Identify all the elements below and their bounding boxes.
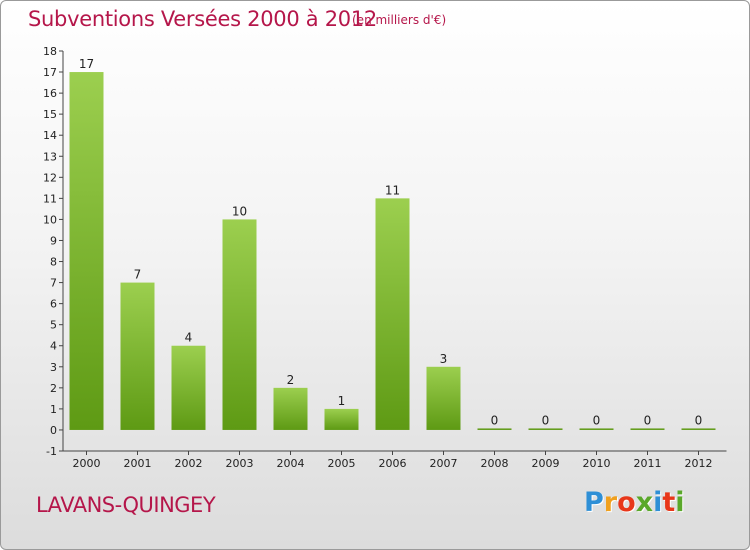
y-tick-label: 2 — [50, 382, 57, 395]
chart-title: Subventions Versées 2000 à 2012 — [28, 7, 377, 31]
x-tick-label-2010: 2010 — [583, 457, 611, 470]
brand-letter: r — [603, 487, 618, 518]
bars — [69, 72, 716, 430]
brand-letter: i — [675, 487, 685, 518]
y-tick-label: 9 — [50, 234, 57, 247]
brand-letter: x — [635, 487, 654, 518]
chart-subtitle: (en milliers d'€) — [352, 13, 447, 27]
data-label-2003: 10 — [232, 204, 247, 218]
y-tick-label: -1 — [46, 445, 57, 458]
y-tick-label: 0 — [50, 424, 57, 437]
x-tick-label-2000: 2000 — [73, 457, 101, 470]
bar-2007 — [426, 366, 461, 430]
y-tick-label: 14 — [43, 129, 57, 142]
y-tick-label: 7 — [50, 277, 57, 290]
y-tick-label: 15 — [43, 108, 57, 121]
brand-letter: o — [617, 487, 636, 518]
data-label-2004: 2 — [287, 373, 295, 387]
x-tick-label-2008: 2008 — [481, 457, 509, 470]
data-label-2000: 17 — [79, 57, 94, 71]
brand-logo: Proxiti — [584, 487, 685, 518]
y-tick-label: 18 — [43, 45, 57, 58]
data-label-2001: 7 — [134, 268, 142, 282]
y-tick-label: 6 — [50, 298, 57, 311]
y-tick-label: 10 — [43, 213, 57, 226]
x-tick-label-2004: 2004 — [277, 457, 305, 470]
y-tick-label: 1 — [50, 403, 57, 416]
bar-2003 — [222, 219, 257, 430]
bar-2009 — [528, 428, 563, 430]
brand-letter: P — [584, 487, 604, 518]
y-tick-label: 5 — [50, 319, 57, 332]
x-tick-label-2001: 2001 — [124, 457, 152, 470]
y-tick-label: 8 — [50, 256, 57, 269]
x-tick-label-2011: 2011 — [634, 457, 662, 470]
axes — [59, 50, 727, 455]
y-tick-label: 16 — [43, 87, 57, 100]
y-tick-label: 4 — [50, 340, 57, 353]
bar-2011 — [630, 428, 665, 430]
x-tick-label-2005: 2005 — [328, 457, 356, 470]
bar-2002 — [171, 345, 206, 430]
x-tick-label-2002: 2002 — [175, 457, 203, 470]
data-label-2008: 0 — [491, 413, 499, 427]
bar-2005 — [324, 408, 359, 430]
x-tick-label-2006: 2006 — [379, 457, 407, 470]
bar-2000 — [69, 72, 104, 430]
bar-2006 — [375, 198, 410, 430]
brand-letter: t — [662, 487, 676, 518]
data-label-2012: 0 — [695, 413, 703, 427]
x-tick-label-2012: 2012 — [685, 457, 713, 470]
data-label-2010: 0 — [593, 413, 601, 427]
x-tick-label-2009: 2009 — [532, 457, 560, 470]
bar-2012 — [681, 428, 716, 430]
y-tick-label: 3 — [50, 361, 57, 374]
y-tick-label: 17 — [43, 66, 57, 79]
data-label-2005: 1 — [338, 394, 346, 408]
data-label-2006: 11 — [385, 183, 400, 197]
brand-letter: i — [653, 487, 663, 518]
data-label-2007: 3 — [440, 352, 448, 366]
x-tick-label-2003: 2003 — [226, 457, 254, 470]
bar-2001 — [120, 282, 155, 430]
data-label-2009: 0 — [542, 413, 550, 427]
bar-2008 — [477, 428, 512, 430]
y-tick-label: 12 — [43, 171, 57, 184]
data-label-2011: 0 — [644, 413, 652, 427]
data-label-2002: 4 — [185, 331, 193, 345]
commune-name: LAVANS-QUINGEY — [36, 493, 216, 517]
labels: -101234567891011121314151617181720007200… — [43, 45, 713, 470]
x-tick-label-2007: 2007 — [430, 457, 458, 470]
bar-2004 — [273, 387, 308, 430]
y-tick-label: 11 — [43, 192, 57, 205]
y-tick-label: 13 — [43, 150, 57, 163]
bar-2010 — [579, 428, 614, 430]
